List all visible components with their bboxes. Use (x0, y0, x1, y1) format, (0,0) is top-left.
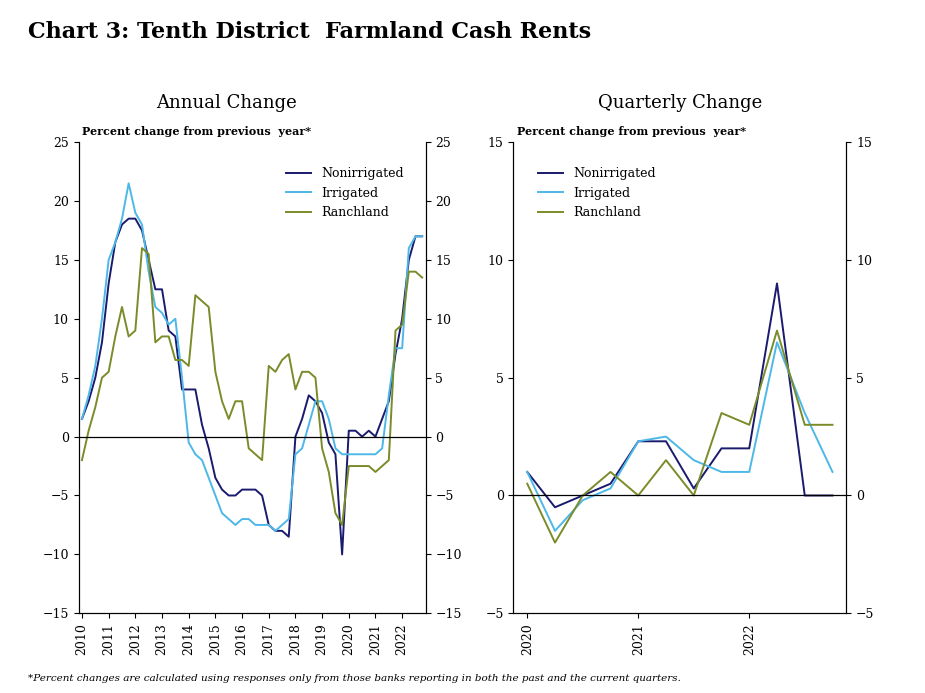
Nonirrigated (522, 468, 533, 476)
Ranchland (771, 326, 783, 335)
Legend: Nonirrigated, Irrigated, Ranchland: Nonirrigated, Irrigated, Ranchland (281, 162, 409, 224)
Irrigated (310, 397, 321, 405)
Nonirrigated (337, 550, 348, 559)
Text: Chart 3: Tenth District  Farmland Cash Rents: Chart 3: Tenth District Farmland Cash Re… (28, 21, 591, 43)
Irrigated (605, 484, 616, 493)
Irrigated (771, 338, 783, 346)
Line: Nonirrigated: Nonirrigated (527, 283, 832, 507)
Ranchland (243, 444, 254, 453)
Irrigated (297, 444, 308, 453)
Nonirrigated (633, 437, 644, 446)
Ranchland (716, 409, 727, 417)
Nonirrigated (549, 503, 561, 511)
Nonirrigated (290, 432, 301, 441)
Irrigated (123, 179, 134, 187)
Nonirrigated (416, 232, 427, 240)
Nonirrigated (577, 491, 588, 500)
Ranchland (137, 244, 148, 252)
Ranchland (799, 421, 810, 429)
Ranchland (633, 491, 644, 500)
Ranchland (688, 491, 699, 500)
Nonirrigated (77, 414, 88, 423)
Irrigated (688, 456, 699, 464)
Text: Percent change from previous  year*: Percent change from previous year* (82, 126, 311, 137)
Irrigated (264, 521, 275, 529)
Ranchland (605, 468, 616, 476)
Ranchland (660, 456, 672, 464)
Text: Quarterly Change: Quarterly Change (598, 94, 762, 112)
Irrigated (270, 527, 281, 535)
Ranchland (522, 480, 533, 488)
Nonirrigated (264, 521, 275, 529)
Nonirrigated (716, 444, 727, 453)
Ranchland (204, 303, 215, 311)
Irrigated (77, 414, 88, 423)
Ranchland (103, 367, 114, 376)
Nonirrigated (771, 279, 783, 288)
Line: Nonirrigated: Nonirrigated (82, 218, 422, 554)
Irrigated (577, 496, 588, 505)
Irrigated (416, 232, 427, 240)
Ranchland (577, 491, 588, 500)
Irrigated (660, 432, 672, 441)
Irrigated (716, 468, 727, 476)
Ranchland (264, 362, 275, 370)
Irrigated (633, 437, 644, 446)
Irrigated (827, 468, 838, 476)
Ranchland (827, 421, 838, 429)
Text: Annual Change: Annual Change (156, 94, 297, 112)
Irrigated (549, 527, 561, 535)
Line: Irrigated: Irrigated (527, 342, 832, 531)
Ranchland (549, 538, 561, 547)
Irrigated (103, 256, 114, 264)
Line: Ranchland: Ranchland (527, 331, 832, 543)
Ranchland (290, 385, 301, 394)
Line: Irrigated: Irrigated (82, 183, 422, 531)
Nonirrigated (204, 444, 215, 453)
Nonirrigated (744, 444, 755, 453)
Ranchland (744, 421, 755, 429)
Irrigated (243, 515, 254, 523)
Ranchland (77, 456, 88, 464)
Irrigated (744, 468, 755, 476)
Nonirrigated (827, 491, 838, 500)
Nonirrigated (243, 485, 254, 493)
Nonirrigated (123, 214, 134, 222)
Line: Ranchland: Ranchland (82, 248, 422, 525)
Nonirrigated (605, 480, 616, 488)
Text: *Percent changes are calculated using responses only from those banks reporting : *Percent changes are calculated using re… (28, 674, 681, 683)
Irrigated (204, 474, 215, 482)
Nonirrigated (103, 279, 114, 288)
Ranchland (337, 521, 348, 529)
Ranchland (416, 273, 427, 281)
Nonirrigated (303, 391, 315, 399)
Nonirrigated (660, 437, 672, 446)
Text: Percent change from previous  year*: Percent change from previous year* (517, 126, 746, 137)
Irrigated (799, 409, 810, 417)
Irrigated (522, 468, 533, 476)
Legend: Nonirrigated, Irrigated, Ranchland: Nonirrigated, Irrigated, Ranchland (533, 162, 660, 224)
Nonirrigated (688, 484, 699, 493)
Nonirrigated (799, 491, 810, 500)
Ranchland (303, 367, 315, 376)
